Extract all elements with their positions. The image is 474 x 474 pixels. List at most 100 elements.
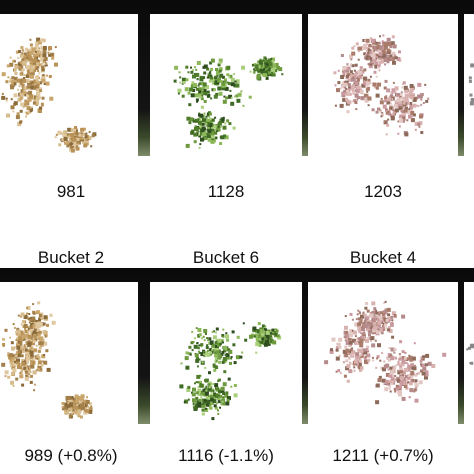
speckle-dot [360,314,364,319]
speckle-dot [78,404,82,408]
speckle-dot [377,107,380,111]
speckle-dot [205,115,208,118]
speckle-dot [263,67,266,70]
speckle-dot [80,139,83,142]
speckle-dot [414,128,417,131]
speckle-dot [404,93,409,98]
speckle-dot [367,358,371,362]
speckle-dot [397,371,401,375]
speckle-dot [358,310,361,313]
speckle-dot [215,92,219,96]
speckle-dot [216,74,219,77]
speckle-dot [394,86,399,91]
speckle-dot [209,61,213,65]
speckle-dot [28,313,31,315]
speckle-dot [184,399,189,404]
speckle-dot [178,71,181,74]
speckle-dot [214,116,217,119]
speckle-dot [30,80,33,83]
speckle-dot [10,105,15,110]
speckle-dot [208,138,212,142]
speckle-dot [192,402,195,405]
speckle-dot [219,391,222,394]
speckle-dot [25,333,30,338]
speckle-dot [9,56,12,59]
speckle-dot [195,391,199,395]
speckle-dot [386,60,390,64]
speckle-dot [401,103,404,106]
speckle-dot [218,58,223,63]
speckle-dot [387,326,391,330]
speckle-dot [348,86,352,90]
speckle-dot [212,82,214,85]
speckle-dot [20,339,23,342]
speckle-dot [359,356,362,359]
speckle-dot [216,387,220,391]
speckle-dot [36,62,40,65]
speckle-dot [386,37,391,42]
speckle-dot [64,402,69,407]
speckle-dot [15,351,20,356]
speckle-dot [195,119,198,122]
speckle-dot [367,323,372,328]
speckle-dot [196,61,201,65]
speckle-dot [349,362,352,365]
speckle-dot [27,85,31,89]
speckle-dot [199,113,204,118]
speckle-dot [30,374,33,378]
speckle-dot [374,61,378,65]
speckle-dot [6,64,10,68]
speckle-dot [337,81,341,85]
speckle-dot [387,358,391,362]
speckle-dot [369,329,372,332]
speckle-dot [347,83,351,87]
speckle-dot [367,350,370,353]
speckle-dot [74,126,77,129]
speckle-dot [392,60,396,65]
speckle-dot [85,404,89,408]
speckle-dot [5,80,9,84]
speckle-dot [26,359,29,363]
speckle-dot [220,353,224,356]
speckle-dot [211,417,215,421]
speckle-dot [407,376,411,380]
speckle-dot [352,330,357,335]
speckle-dot [20,323,23,326]
speckle-dot [17,331,22,336]
speckle-dot [264,59,267,62]
speckle-dot [200,405,203,408]
speckle-dot [386,49,391,54]
speckle-dot [63,402,67,406]
speckle-dot [23,74,26,76]
speckle-dot [215,126,220,131]
speckle-dot [26,346,29,349]
speckle-dot [369,313,374,318]
speckle-dot [470,63,474,68]
speckle-dot [38,318,41,322]
speckle-dot [422,355,426,359]
speckle-dot [342,349,347,354]
bucket-label-3: Bucket 4 [349,248,417,267]
speckle-dot [30,71,35,76]
speckle-dot [19,78,24,83]
speckle-dot [406,379,409,382]
speckle-dot [82,134,84,136]
speckle-dot [214,76,217,80]
speckle-dot [268,62,273,67]
speckle-dot [195,396,199,400]
speckle-dot [387,317,391,320]
speckle-dot [404,375,408,378]
speckle-dot [192,403,195,406]
speckle-dot [263,337,268,341]
speckle-dot [405,362,408,365]
speckle-dot [25,48,29,52]
speckle-dot [65,140,70,145]
speckle-dot [217,380,220,383]
speckle-dot [42,53,47,58]
speckle-dot [23,89,26,92]
speckle-dot [235,83,240,88]
speckle-dot [336,88,340,93]
speckle-dot [351,100,354,103]
speckle-dot [182,81,186,84]
speckle-dot [408,396,411,399]
